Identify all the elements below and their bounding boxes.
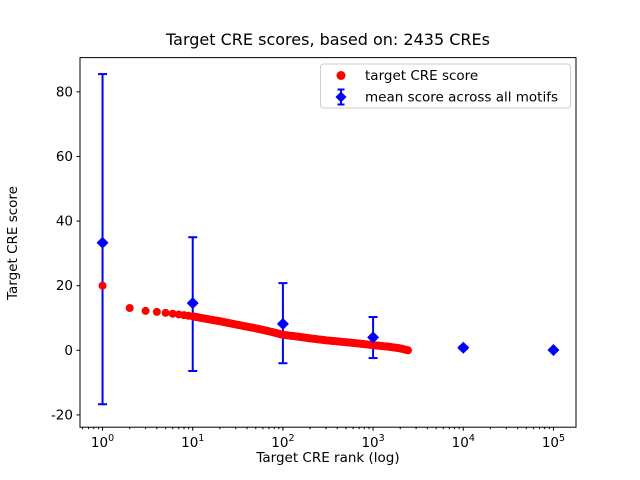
axis-tick-labels: -20 0 20 40 60 80 100 101 102 103 104 105 xyxy=(51,84,565,451)
x-tick-label: 102 xyxy=(271,433,294,451)
mean-score-diamond xyxy=(276,317,289,330)
series-mean-errorbars xyxy=(98,73,558,406)
x-tick-label: 104 xyxy=(452,433,475,451)
y-tick-label: 0 xyxy=(64,343,73,359)
y-tick-label: 40 xyxy=(56,214,73,230)
mean-score-diamond xyxy=(457,341,470,354)
legend-diamond xyxy=(335,91,347,103)
series-target-cre-score xyxy=(98,281,412,355)
y-tick-label: -20 xyxy=(51,407,73,423)
x-tick-label: 101 xyxy=(181,433,204,451)
legend-marker-circle xyxy=(336,71,346,80)
target-score-point xyxy=(168,309,177,318)
legend-label-target: target CRE score xyxy=(365,68,478,84)
target-score-point xyxy=(161,308,170,317)
mean-score-diamond xyxy=(96,236,109,249)
x-axis-label: Target CRE rank (log) xyxy=(256,450,400,466)
x-tick-label: 103 xyxy=(361,433,384,451)
legend-label-mean: mean score across all motifs xyxy=(365,90,558,106)
axis-ticks xyxy=(76,91,554,431)
y-axis-label: Target CRE score xyxy=(5,186,21,300)
y-tick-label: 20 xyxy=(56,278,73,294)
y-tick-label: 80 xyxy=(56,84,73,100)
mean-score-diamond xyxy=(186,297,199,310)
mean-score-diamond xyxy=(367,331,380,344)
x-tick-label: 105 xyxy=(542,433,565,451)
legend-box xyxy=(320,63,571,109)
target-score-point xyxy=(141,306,150,315)
target-score-point xyxy=(152,307,161,316)
legend: target CRE score mean score across all mo… xyxy=(320,63,571,109)
target-score-point xyxy=(125,303,134,312)
target-score-point xyxy=(98,281,107,290)
series-mean-score xyxy=(96,236,560,356)
x-tick-label: 100 xyxy=(91,433,114,451)
target-score-point xyxy=(403,346,412,355)
mean-score-diamond xyxy=(547,343,560,356)
y-tick-label: 60 xyxy=(56,149,73,165)
axes-frame xyxy=(79,57,577,428)
chart-title: Target CRE scores, based on: 2435 CREs xyxy=(166,30,490,49)
